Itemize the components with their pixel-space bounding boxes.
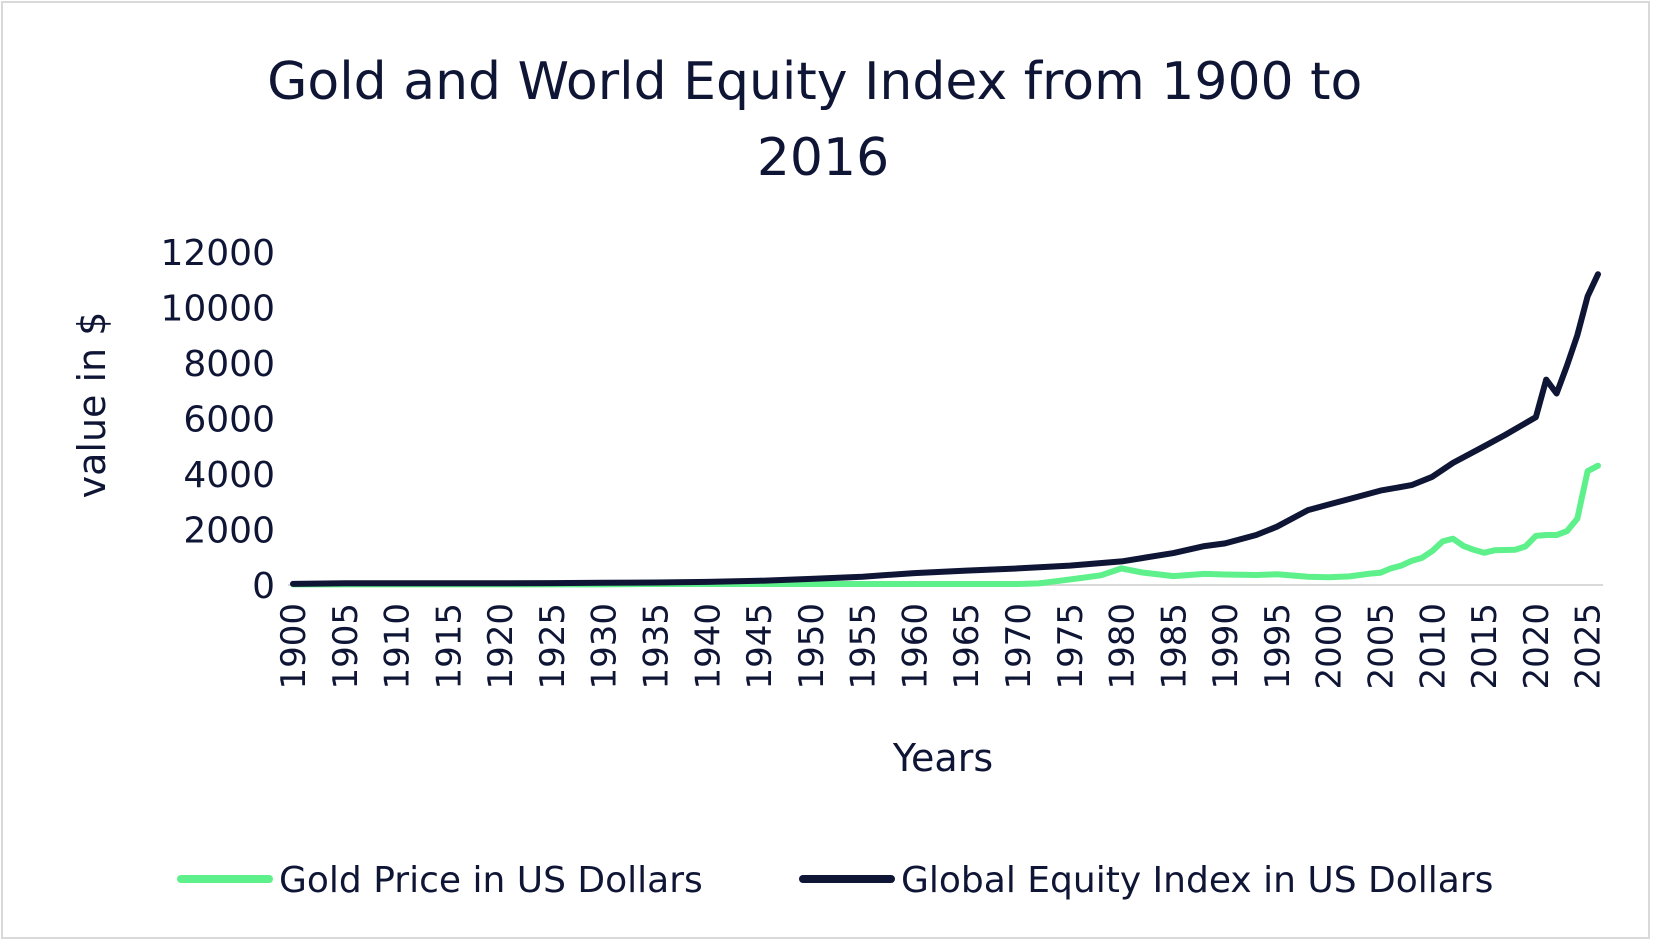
y-axis-label: value in $ <box>70 312 114 499</box>
legend-label-equity: Global Equity Index in US Dollars <box>901 860 1493 901</box>
chart-title: Gold and World Equity Index from 1900 to… <box>267 52 1379 188</box>
x-tick-label: 1975 <box>1051 603 1091 690</box>
x-tick-label: 1905 <box>326 603 366 690</box>
series-line-gold <box>290 462 1601 588</box>
legend: Gold Price in US Dollars Global Equity In… <box>177 860 1493 901</box>
series-line-equity <box>290 271 1601 587</box>
y-tick-label: 2000 <box>183 511 275 552</box>
x-tick-label: 1990 <box>1206 603 1246 690</box>
x-tick-label: 1935 <box>637 603 677 690</box>
x-tick-label: 2000 <box>1310 603 1350 690</box>
x-tick-label: 1925 <box>533 603 573 690</box>
x-tick-label: 1910 <box>378 603 418 690</box>
x-tick-label: 1930 <box>585 603 625 690</box>
y-tick-label: 12000 <box>160 233 275 274</box>
x-axis-label: Years <box>892 736 993 780</box>
y-tick-label: 4000 <box>183 455 275 496</box>
x-tick-label: 1915 <box>429 603 469 690</box>
series-layer <box>290 271 1601 588</box>
y-tick-label: 6000 <box>183 400 275 441</box>
chart-svg: Gold and World Equity Index from 1900 to… <box>70 52 1609 901</box>
x-tick-label: 2005 <box>1362 603 1402 690</box>
legend-label-gold: Gold Price in US Dollars <box>279 860 703 901</box>
x-tick-label: 2015 <box>1465 603 1505 690</box>
x-tick-label: 1955 <box>844 603 884 690</box>
x-tick-label: 1965 <box>947 603 987 690</box>
x-tick-label: 1940 <box>688 603 728 690</box>
x-tick-label: 1985 <box>1154 603 1194 690</box>
x-tick-label: 2010 <box>1413 603 1453 690</box>
x-tick-label: 1900 <box>274 603 314 690</box>
x-tick-label: 1995 <box>1258 603 1298 690</box>
x-tick-label: 2025 <box>1569 603 1609 690</box>
y-tick-label: 0 <box>252 566 275 607</box>
x-axis-ticks: 1900 1905 1910 1915 1920 1925 1930 1935 1940 1945… <box>274 603 1609 690</box>
x-tick-label: 1980 <box>1103 603 1143 690</box>
x-tick-label: 1960 <box>895 603 935 690</box>
y-tick-label: 10000 <box>160 289 275 330</box>
x-tick-label: 1920 <box>481 603 521 690</box>
x-tick-label: 1970 <box>999 603 1039 690</box>
x-tick-label: 1945 <box>740 603 780 690</box>
y-axis-ticks: 0 2000 4000 6000 8000 10000 12000 <box>160 233 275 607</box>
y-tick-label: 8000 <box>183 344 275 385</box>
x-tick-label: 1950 <box>792 603 832 690</box>
x-tick-label: 2020 <box>1517 603 1557 690</box>
